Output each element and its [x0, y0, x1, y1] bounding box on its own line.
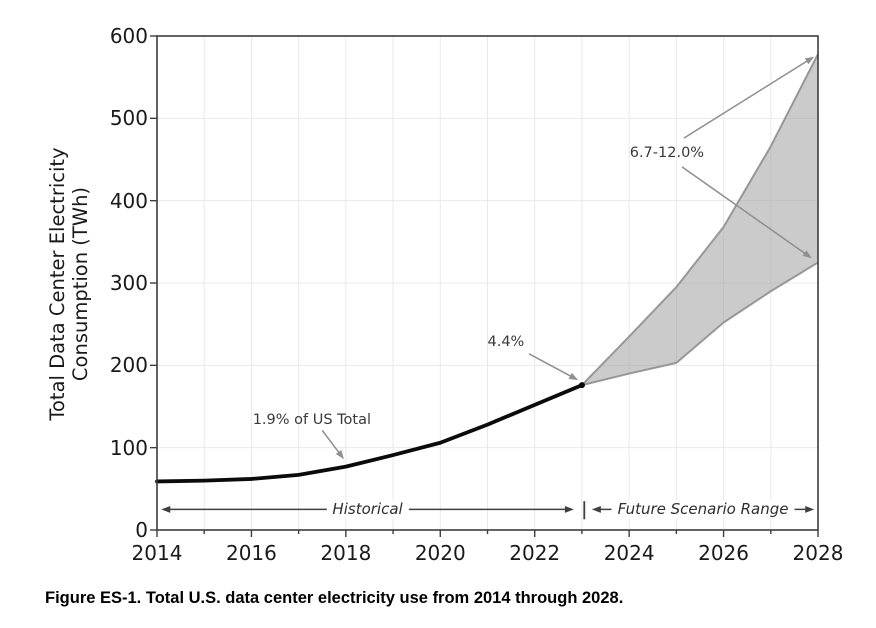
annotation-arrow-share-2028-head [804, 56, 815, 65]
y-axis-title-line1: Total Data Center Electricity [46, 147, 69, 421]
annotation-arrow-share-2023-head [568, 372, 579, 381]
span-arrow-historical-head [161, 506, 171, 513]
y-tick-label-600: 600 [109, 24, 148, 48]
scenario-band-fill [581, 54, 818, 386]
span-arrow-future-head [805, 506, 815, 513]
x-tick-label-2022: 2022 [509, 541, 561, 565]
y-tick-label-300: 300 [109, 271, 148, 295]
historical-line [155, 383, 584, 484]
x-tick-label-2024: 2024 [603, 541, 655, 565]
x-tick-label-2026: 2026 [698, 541, 750, 565]
annotation-arrow-share-2028 [683, 59, 810, 139]
annotation-arrow-share-2018-head [335, 449, 344, 460]
scenario-band-lower-edge [581, 261, 819, 387]
annotation-share-2018: 1.9% of US Total [252, 411, 372, 428]
y-tick-label-100: 100 [109, 435, 148, 460]
annotation-arrow-share-2018 [321, 429, 341, 455]
annotation-arrow-share-2023 [528, 353, 574, 378]
figure-caption: Figure ES-1. Total U.S. data center elec… [45, 589, 624, 607]
annotation-arrow-share-2028-head [802, 250, 812, 259]
annotation-share-2028: 6.7-12.0% [629, 144, 705, 161]
span-arrow-historical-head [564, 506, 574, 513]
x-tick-label-2016: 2016 [225, 541, 277, 565]
y-axis-title: Total Data Center Electricity Consumptio… [46, 147, 92, 420]
span-arrow-future-head [591, 506, 601, 513]
span-label-historical: Historical [326, 500, 409, 519]
x-tick-label-2018: 2018 [320, 541, 372, 565]
scenario-band-upper-edge [581, 53, 819, 386]
x-tick-label-2020: 2020 [414, 541, 466, 565]
x-tick-label-2014: 2014 [131, 541, 183, 565]
y-tick-label-400: 400 [109, 188, 148, 213]
line-endpoint-marker [578, 382, 585, 389]
y-tick-label-500: 500 [109, 106, 148, 131]
annotation-arrow-share-2028 [681, 166, 808, 256]
x-tick-label-2028: 2028 [792, 541, 844, 565]
annotation-share-2023: 4.4% [487, 334, 525, 351]
y-tick-label-200: 200 [109, 353, 148, 378]
y-axis-title-line2: Consumption (TWh) [69, 186, 92, 382]
span-label-future: Future Scenario Range [611, 500, 795, 519]
y-tick-label-0: 0 [135, 518, 148, 542]
